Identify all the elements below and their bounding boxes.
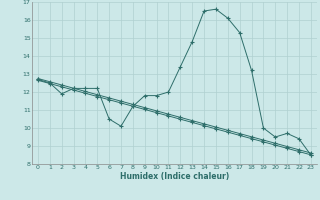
X-axis label: Humidex (Indice chaleur): Humidex (Indice chaleur) <box>120 172 229 181</box>
